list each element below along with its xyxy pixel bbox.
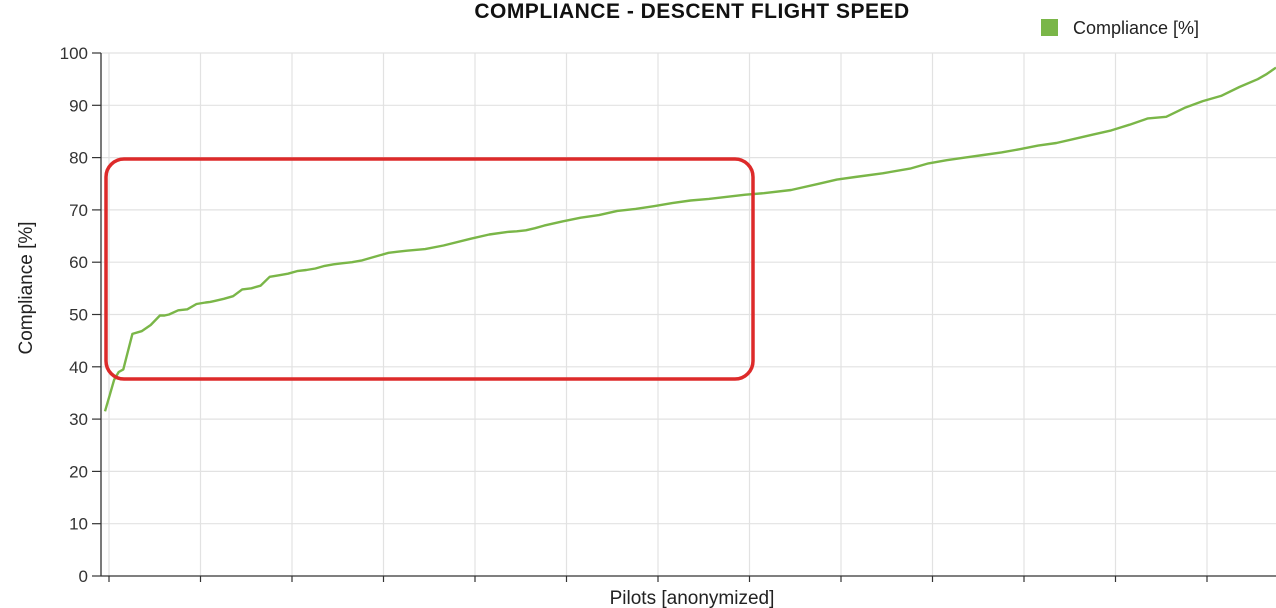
y-tick-label: 30 bbox=[69, 410, 88, 429]
highlight-box bbox=[104, 157, 755, 381]
y-tick-label: 90 bbox=[69, 96, 88, 115]
chart-title: COMPLIANCE - DESCENT FLIGHT SPEED bbox=[474, 0, 909, 23]
y-tick-label: 40 bbox=[69, 358, 88, 377]
y-axis-ticks: 0 10 20 30 40 50 60 70 80 90 100 bbox=[60, 44, 101, 586]
y-tick-label: 20 bbox=[69, 462, 88, 481]
grid bbox=[101, 52, 1276, 576]
y-tick-label: 0 bbox=[79, 567, 88, 586]
x-axis-ticks bbox=[108, 576, 1208, 582]
y-tick-label: 10 bbox=[69, 515, 88, 534]
series-line bbox=[103, 66, 1276, 412]
legend-label: Compliance [%] bbox=[1073, 18, 1199, 38]
y-tick-label: 60 bbox=[69, 253, 88, 272]
y-axis-label: Compliance [%] bbox=[16, 221, 37, 354]
legend: Compliance [%] bbox=[1041, 18, 1199, 38]
series-layer bbox=[103, 66, 1276, 412]
y-tick-label: 100 bbox=[60, 44, 88, 63]
legend-swatch bbox=[1041, 19, 1058, 36]
y-tick-label: 70 bbox=[69, 201, 88, 220]
y-tick-label: 80 bbox=[69, 149, 88, 168]
x-axis-label: Pilots [anonymized] bbox=[610, 588, 775, 608]
y-tick-label: 50 bbox=[69, 306, 88, 325]
